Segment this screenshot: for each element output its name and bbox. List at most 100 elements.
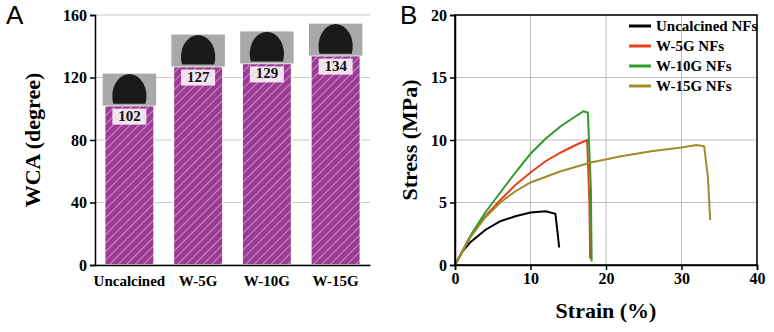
panel-a: 102 127 129 134 0 40 80 120 160 Uncalcined W-5G W-1…: [6, 0, 371, 289]
grid-line: [95, 15, 370, 16]
line: [455, 140, 590, 265]
axis-line: [90, 16, 96, 266]
tick-mark: [90, 77, 95, 79]
tick-label: W-10G: [244, 273, 290, 289]
tick-mark: [606, 265, 608, 270]
tick-label: 40: [750, 270, 766, 287]
tick-mark: [450, 202, 455, 204]
tick-mark: [90, 15, 95, 17]
tick: Uncalcined: [94, 265, 166, 289]
droplet: [112, 74, 146, 104]
tick: 15: [431, 69, 455, 86]
droplet: [181, 35, 215, 65]
grid-line: [606, 15, 607, 265]
tick-mark: [90, 140, 95, 142]
droplet-image: [240, 31, 294, 63]
panel-b: 05101520010203040Strain (%)Stress (MPa)B…: [397, 0, 766, 323]
tick: 20: [431, 7, 455, 24]
tick: 80: [71, 132, 95, 149]
legend-label: W-15G NFs: [656, 78, 732, 94]
tick: 160: [63, 7, 95, 24]
y-axis: 05101520: [431, 7, 456, 274]
data-label-box: [250, 66, 284, 82]
axis-line: [96, 265, 371, 267]
data-label-box: [319, 59, 353, 75]
droplet-image: [171, 35, 225, 67]
legend-swatch: [629, 65, 651, 68]
droplet-image: [103, 74, 157, 106]
line: [455, 111, 592, 265]
tick-label: 0: [79, 257, 87, 274]
tick: 0: [79, 257, 95, 274]
legend-swatch: [629, 85, 651, 88]
tick: 30: [674, 265, 690, 287]
tick: W-15G: [313, 265, 359, 289]
data-label-box: [181, 70, 215, 86]
panel-label: B: [400, 0, 417, 30]
tick: 20: [599, 265, 615, 287]
grid: [95, 15, 370, 265]
tick-label: 120: [63, 69, 87, 86]
droplet-images: [103, 24, 363, 106]
tick-label: 15: [431, 69, 447, 86]
tick-label: W-15G: [313, 273, 359, 289]
tick: 10: [523, 265, 539, 287]
tick-label: 20: [431, 7, 447, 24]
bar: [173, 67, 223, 265]
y-axis: 0 40 80 120 160: [63, 7, 96, 274]
grid-line: [530, 15, 531, 265]
tick-mark: [450, 15, 455, 17]
tick-label: 160: [63, 7, 87, 24]
droplet-image: [309, 24, 363, 56]
tick-mark: [530, 265, 532, 270]
tick-label: 10: [431, 132, 447, 149]
grid: [455, 15, 757, 265]
legend-label: W-10G NFs: [656, 58, 732, 74]
data-label: 129: [256, 65, 279, 81]
tick-label: 10: [523, 270, 539, 287]
tick: W-5G: [179, 265, 218, 289]
data-label: 127: [187, 69, 210, 85]
tick-mark: [450, 77, 455, 79]
legend-label: Uncalcined NFs: [656, 18, 757, 34]
tick-label: 5: [439, 194, 447, 211]
figure: 102 127 129 134 0 40 80 120 160 Uncalcined W-5G W-1…: [0, 0, 774, 332]
tick-mark: [681, 265, 683, 270]
tick-label: W-5G: [179, 273, 218, 289]
legend-swatch: [629, 25, 651, 28]
tick-mark: [450, 265, 455, 267]
tick-label: 20: [599, 270, 615, 287]
bar: [311, 56, 361, 265]
lines: [455, 111, 710, 265]
tick-mark: [455, 265, 457, 270]
data-label: 134: [324, 58, 347, 74]
legend: Uncalcined NFs W-5G NFs W-10G NFs W-15G NFs: [629, 18, 757, 94]
bar: [242, 63, 292, 265]
droplet: [319, 24, 353, 54]
y-axis-title: WCA (degree): [20, 73, 45, 208]
tick-mark: [450, 140, 455, 142]
axis-line: [450, 16, 456, 266]
data-label: 102: [118, 108, 141, 124]
data-labels: 102 127 129 134: [112, 58, 352, 125]
tick: 5: [439, 194, 455, 211]
tick: W-10G: [244, 265, 290, 289]
tick-mark: [90, 202, 95, 204]
panel-label: A: [6, 0, 24, 30]
bar: [105, 106, 155, 265]
tick: 120: [63, 69, 95, 86]
x-axis-title: Strain (%): [556, 298, 657, 323]
line: [455, 145, 710, 265]
droplet: [250, 32, 284, 62]
tick-label: 80: [71, 132, 87, 149]
legend-swatch: [629, 45, 651, 48]
y-axis-title: Stress (MPa): [397, 79, 422, 200]
tick: 10: [431, 132, 455, 149]
legend-label: W-5G NFs: [656, 38, 724, 54]
data-label-box: [112, 109, 146, 125]
tick-mark: [90, 265, 95, 267]
x-axis: 010203040: [452, 265, 766, 287]
tick: 40: [71, 194, 95, 211]
bars: [105, 56, 361, 265]
x-axis: Uncalcined W-5G W-10G W-15G: [94, 265, 371, 289]
